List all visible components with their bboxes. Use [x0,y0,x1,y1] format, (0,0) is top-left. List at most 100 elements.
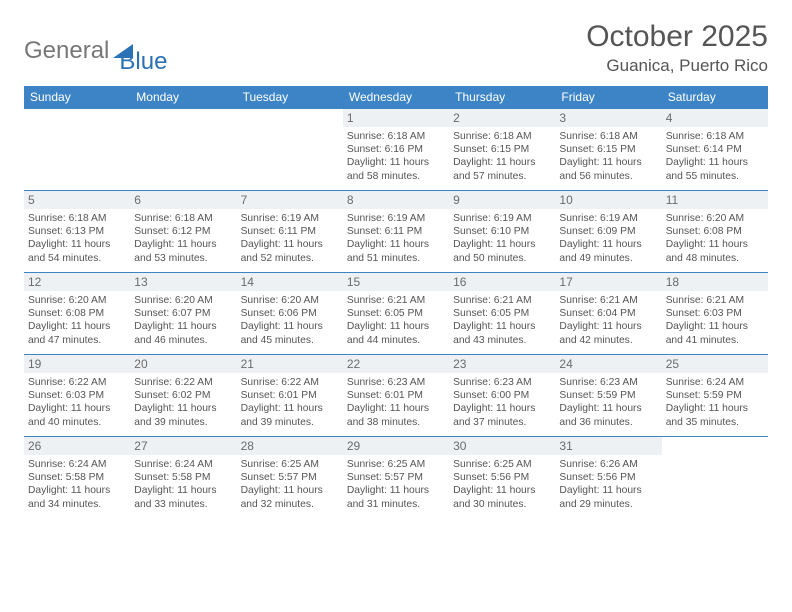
calendar-week-row: 1Sunrise: 6:18 AMSunset: 6:16 PMDaylight… [24,109,768,191]
page-title: October 2025 [586,20,768,54]
column-header: Sunday [24,86,130,109]
day-number: 5 [24,191,130,209]
calendar-day-cell: 28 Sunrise: 6:25 AMSunset: 5:57 PMDayligh… [237,437,343,519]
day-number: 18 [662,273,768,291]
calendar-table: SundayMondayTuesdayWednesdayThursdayFrid… [24,86,768,519]
day-number: 28 [237,437,343,455]
calendar-day-cell [130,109,236,191]
calendar-day-cell: 24 Sunrise: 6:23 AMSunset: 5:59 PMDayligh… [555,355,661,437]
calendar-day-cell: 10 Sunrise: 6:19 AMSunset: 6:09 PMDayligh… [555,191,661,273]
calendar-day-cell: 7 Sunrise: 6:19 AMSunset: 6:11 PMDaylight… [237,191,343,273]
day-number: 14 [237,273,343,291]
brand-word-1: General [24,37,109,65]
day-number: 2 [449,109,555,127]
day-info: Sunrise: 6:18 AMSunset: 6:12 PMDaylight:… [134,212,232,265]
day-number: 16 [449,273,555,291]
day-number: 24 [555,355,661,373]
day-number: 12 [24,273,130,291]
day-number: 22 [343,355,449,373]
day-info: Sunrise: 6:19 AMSunset: 6:11 PMDaylight:… [347,212,445,265]
brand-word-2: Blue [119,48,167,76]
day-info: Sunrise: 6:19 AMSunset: 6:09 PMDaylight:… [559,212,657,265]
day-number: 17 [555,273,661,291]
column-header: Thursday [449,86,555,109]
calendar-day-cell: 2 Sunrise: 6:18 AMSunset: 6:15 PMDaylight… [449,109,555,191]
location-label: Guanica, Puerto Rico [586,56,768,76]
day-number: 30 [449,437,555,455]
day-info: Sunrise: 6:21 AMSunset: 6:04 PMDaylight:… [559,294,657,347]
column-header: Tuesday [237,86,343,109]
day-info: Sunrise: 6:22 AMSunset: 6:01 PMDaylight:… [241,376,339,429]
day-info: Sunrise: 6:19 AMSunset: 6:10 PMDaylight:… [453,212,551,265]
calendar-day-cell: 15 Sunrise: 6:21 AMSunset: 6:05 PMDayligh… [343,273,449,355]
calendar-week-row: 26Sunrise: 6:24 AMSunset: 5:58 PMDayligh… [24,437,768,519]
day-number: 13 [130,273,236,291]
day-number: 21 [237,355,343,373]
calendar-week-row: 19Sunrise: 6:22 AMSunset: 6:03 PMDayligh… [24,355,768,437]
calendar-day-cell: 25 Sunrise: 6:24 AMSunset: 5:59 PMDayligh… [662,355,768,437]
day-info: Sunrise: 6:25 AMSunset: 5:57 PMDaylight:… [241,458,339,511]
day-info: Sunrise: 6:22 AMSunset: 6:03 PMDaylight:… [28,376,126,429]
column-header: Monday [130,86,236,109]
column-header: Saturday [662,86,768,109]
day-number: 9 [449,191,555,209]
day-number: 26 [24,437,130,455]
header: General Blue October 2025 Guanica, Puert… [24,20,768,76]
calendar-day-cell: 1Sunrise: 6:18 AMSunset: 6:16 PMDaylight… [343,109,449,191]
day-info: Sunrise: 6:21 AMSunset: 6:03 PMDaylight:… [666,294,764,347]
calendar-day-cell: 29 Sunrise: 6:25 AMSunset: 5:57 PMDayligh… [343,437,449,519]
calendar-day-cell [237,109,343,191]
day-info: Sunrise: 6:19 AMSunset: 6:11 PMDaylight:… [241,212,339,265]
calendar-day-cell: 3 Sunrise: 6:18 AMSunset: 6:15 PMDaylight… [555,109,661,191]
day-number: 3 [555,109,661,127]
day-number: 15 [343,273,449,291]
calendar-day-cell: 26 Sunrise: 6:24 AMSunset: 5:58 PMDayligh… [24,437,130,519]
calendar-header-row: SundayMondayTuesdayWednesdayThursdayFrid… [24,86,768,109]
day-info: Sunrise: 6:24 AMSunset: 5:58 PMDaylight:… [28,458,126,511]
day-number: 23 [449,355,555,373]
calendar-day-cell: 17 Sunrise: 6:21 AMSunset: 6:04 PMDayligh… [555,273,661,355]
day-info: Sunrise: 6:18 AMSunset: 6:15 PMDaylight:… [559,130,657,183]
day-number: 10 [555,191,661,209]
calendar-week-row: 5Sunrise: 6:18 AMSunset: 6:13 PMDaylight… [24,191,768,273]
day-info: Sunrise: 6:20 AMSunset: 6:06 PMDaylight:… [241,294,339,347]
day-info: Sunrise: 6:21 AMSunset: 6:05 PMDaylight:… [453,294,551,347]
calendar-day-cell: 14 Sunrise: 6:20 AMSunset: 6:06 PMDayligh… [237,273,343,355]
calendar-day-cell [662,437,768,519]
calendar-day-cell: 13 Sunrise: 6:20 AMSunset: 6:07 PMDayligh… [130,273,236,355]
column-header: Friday [555,86,661,109]
day-info: Sunrise: 6:23 AMSunset: 6:00 PMDaylight:… [453,376,551,429]
day-number: 25 [662,355,768,373]
calendar-day-cell: 30 Sunrise: 6:25 AMSunset: 5:56 PMDayligh… [449,437,555,519]
calendar-day-cell: 20Sunrise: 6:22 AMSunset: 6:02 PMDayligh… [130,355,236,437]
day-info: Sunrise: 6:23 AMSunset: 5:59 PMDaylight:… [559,376,657,429]
day-info: Sunrise: 6:21 AMSunset: 6:05 PMDaylight:… [347,294,445,347]
day-info: Sunrise: 6:20 AMSunset: 6:08 PMDaylight:… [666,212,764,265]
calendar-day-cell: 5Sunrise: 6:18 AMSunset: 6:13 PMDaylight… [24,191,130,273]
day-number: 8 [343,191,449,209]
day-info: Sunrise: 6:25 AMSunset: 5:56 PMDaylight:… [453,458,551,511]
calendar-day-cell: 27 Sunrise: 6:24 AMSunset: 5:58 PMDayligh… [130,437,236,519]
day-number: 11 [662,191,768,209]
calendar-page: General Blue October 2025 Guanica, Puert… [0,0,792,539]
title-block: October 2025 Guanica, Puerto Rico [586,20,768,76]
day-number: 1 [343,109,449,127]
calendar-day-cell: 11 Sunrise: 6:20 AMSunset: 6:08 PMDayligh… [662,191,768,273]
day-info: Sunrise: 6:24 AMSunset: 5:59 PMDaylight:… [666,376,764,429]
day-info: Sunrise: 6:25 AMSunset: 5:57 PMDaylight:… [347,458,445,511]
calendar-day-cell: 18 Sunrise: 6:21 AMSunset: 6:03 PMDayligh… [662,273,768,355]
day-number: 29 [343,437,449,455]
day-info: Sunrise: 6:23 AMSunset: 6:01 PMDaylight:… [347,376,445,429]
day-info: Sunrise: 6:24 AMSunset: 5:58 PMDaylight:… [134,458,232,511]
day-info: Sunrise: 6:20 AMSunset: 6:07 PMDaylight:… [134,294,232,347]
calendar-day-cell: 19Sunrise: 6:22 AMSunset: 6:03 PMDayligh… [24,355,130,437]
day-number: 4 [662,109,768,127]
day-number: 31 [555,437,661,455]
day-number: 20 [130,355,236,373]
day-number: 7 [237,191,343,209]
day-info: Sunrise: 6:26 AMSunset: 5:56 PMDaylight:… [559,458,657,511]
day-number: 27 [130,437,236,455]
calendar-week-row: 12Sunrise: 6:20 AMSunset: 6:08 PMDayligh… [24,273,768,355]
day-info: Sunrise: 6:18 AMSunset: 6:15 PMDaylight:… [453,130,551,183]
calendar-day-cell [24,109,130,191]
